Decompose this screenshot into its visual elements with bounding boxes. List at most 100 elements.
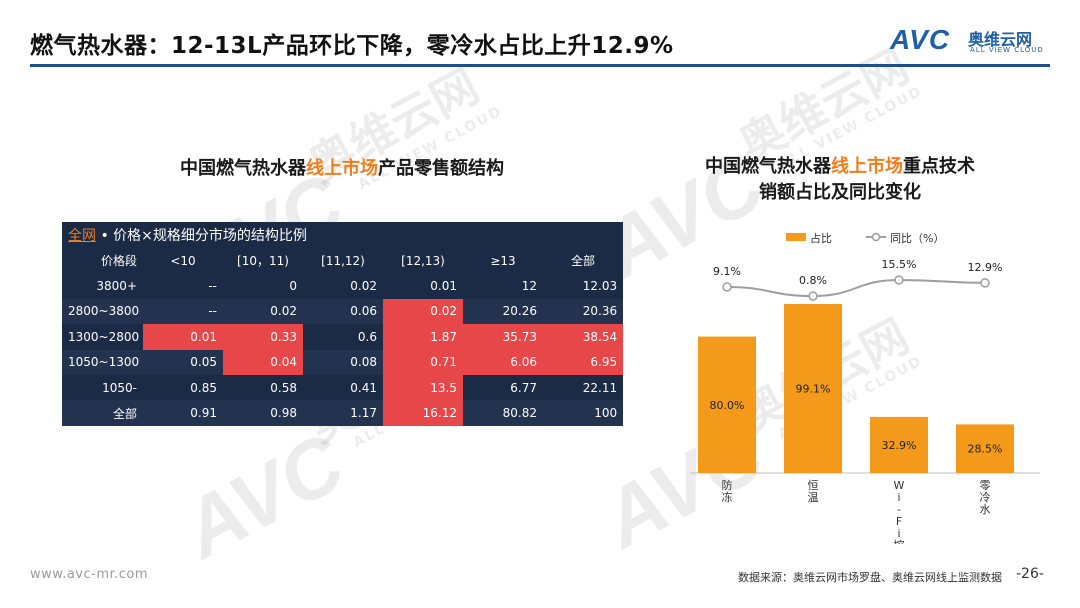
column-header: <10: [143, 248, 223, 274]
line-value-label: 12.9%: [968, 261, 1003, 274]
table-title-post: 产品零售额结构: [378, 158, 504, 179]
table-cell: 12.03: [543, 273, 624, 299]
avc-logo: AVC 奥维云网 ALL VIEW CLOUD: [890, 24, 1050, 58]
table-row: 2800~3800 -- 0.02 0.06 0.02 20.26 20.36: [62, 298, 624, 325]
table-row: 1050~1300 0.05 0.04 0.08 0.71 6.06 6.95: [62, 349, 624, 375]
table-cell: 0.58: [223, 374, 303, 401]
category-label-char: 水: [980, 503, 991, 516]
table-row: 1050- 0.85 0.58 0.41 13.5 6.77 22.11: [62, 374, 624, 401]
table-cell: 0.02: [383, 298, 463, 325]
bar-value-label: 80.0%: [710, 399, 745, 412]
line-value-label: 9.1%: [713, 265, 741, 278]
table-cell: 6.06: [463, 349, 543, 375]
bar-value-label: 32.9%: [882, 439, 917, 452]
watermark: AVC: [168, 417, 359, 576]
category-label-char: -: [897, 503, 901, 516]
column-header: ≥13: [463, 248, 543, 274]
category-label-char: i: [897, 527, 900, 540]
table-title-highlight: 线上市场: [306, 158, 378, 179]
table-cell: 20.26: [463, 298, 543, 325]
table-cell: 35.73: [463, 324, 543, 350]
category-label-char: i: [897, 491, 900, 504]
chart-title-post: 重点技术: [903, 156, 975, 177]
table-caption: 全网 • 价格×规格细分市场的结构比例: [62, 222, 624, 248]
category-label-char: 温: [808, 491, 819, 504]
footer-url: www.avc-mr.com: [30, 567, 149, 582]
table-cell: 16.12: [383, 400, 463, 426]
table-cell: 0.85: [143, 374, 223, 401]
table-cell: 0.41: [303, 374, 383, 401]
table-cell: 0.04: [223, 349, 303, 375]
table-cell: 0.33: [223, 324, 303, 350]
row-label: 1050~1300: [62, 349, 143, 375]
table-cell: 22.11: [543, 374, 624, 401]
table-cell: 0.6: [303, 324, 383, 350]
line-point: [722, 282, 732, 292]
legend-swatch-bar: [786, 233, 806, 241]
row-label: 1300~2800: [62, 324, 143, 350]
category-label-char: W: [894, 479, 905, 492]
table-cell: --: [143, 273, 223, 299]
page-title: 燃气热水器：12-13L产品环比下降，零冷水占比上升12.9%: [30, 33, 674, 59]
table-cell: 0: [223, 273, 303, 299]
table-cell: 0.02: [303, 273, 383, 299]
line-point: [894, 275, 904, 285]
table-cell: --: [143, 298, 223, 325]
table-cell: 38.54: [543, 324, 624, 350]
table-cell: 1.87: [383, 324, 463, 350]
chart-title-line2: 销额占比及同比变化: [759, 182, 921, 203]
column-header: 价格段: [62, 248, 143, 274]
table-row: 全部 0.91 0.98 1.17 16.12 80.82 100: [62, 400, 624, 426]
category-label-char: 控: [894, 538, 905, 544]
row-label: 2800~3800: [62, 298, 143, 325]
category-label-char: 恒: [808, 479, 819, 492]
table-cell: 0.98: [223, 400, 303, 426]
bar: [956, 424, 1014, 473]
logo-en-text: ALL VIEW CLOUD: [970, 46, 1044, 54]
caption-text: • 价格×规格细分市场的结构比例: [96, 228, 307, 244]
table-cell: 0.05: [143, 349, 223, 375]
table-cell: 6.95: [543, 349, 624, 375]
table-cell: 0.01: [383, 273, 463, 299]
table-title: 中国燃气热水器线上市场产品零售额结构: [62, 154, 622, 180]
scope-all-link[interactable]: 全网: [68, 228, 96, 244]
tech-share-chart: 占比同比（%）80.0%防冻99.1%恒温32.9%Wi-Fi控制28.5%零冷…: [690, 231, 1040, 544]
legend-label-bar: 占比: [810, 231, 832, 245]
table-title-pre: 中国燃气热水器: [180, 158, 306, 179]
table-cell: 0.91: [143, 400, 223, 426]
chart-title-pre: 中国燃气热水器: [705, 156, 831, 177]
logo-mark: AVC: [890, 24, 951, 55]
category-label-char: 防: [722, 478, 733, 492]
column-header: [10，11): [223, 248, 303, 274]
row-label: 1050-: [62, 374, 143, 401]
page-number: -26-: [1016, 566, 1044, 582]
line-point: [980, 278, 990, 288]
table-cell: 20.36: [543, 298, 624, 325]
table-cell: 13.5: [383, 374, 463, 401]
table-cell: 0.06: [303, 298, 383, 325]
title-divider: [30, 64, 1050, 67]
bar-value-label: 99.1%: [796, 383, 831, 396]
column-header: 全部: [543, 248, 624, 274]
bar: [698, 336, 756, 473]
table-row: 1300~2800 0.01 0.33 0.6 1.87 35.73 38.54: [62, 324, 624, 350]
line-value-label: 0.8%: [799, 274, 827, 287]
table-cell: 0.71: [383, 349, 463, 375]
bar-value-label: 28.5%: [968, 443, 1003, 456]
category-label-char: F: [896, 515, 902, 528]
row-label: 全部: [62, 400, 143, 426]
table-cell: 80.82: [463, 400, 543, 426]
chart-title: 中国燃气热水器线上市场重点技术 销额占比及同比变化: [650, 154, 1030, 206]
table-cell: 6.77: [463, 374, 543, 401]
row-label: 3800+: [62, 273, 143, 299]
logo-cn-text: 奥维云网: [968, 30, 1033, 49]
line-point: [808, 291, 818, 301]
table-cell: 0.08: [303, 349, 383, 375]
column-header: [12,13): [383, 248, 463, 274]
bar: [870, 416, 928, 473]
structure-table: 全网 • 价格×规格细分市场的结构比例 价格段 <10 [10，11) [11,12)[…: [62, 222, 624, 426]
table-cell: 0.02: [223, 298, 303, 325]
table-row: 3800+ -- 0 0.02 0.01 12 12.03: [62, 273, 624, 299]
chart-title-highlight: 线上市场: [831, 156, 903, 177]
data-source: 数据来源：奥维云网市场罗盘、奥维云网线上监测数据: [738, 571, 1002, 584]
